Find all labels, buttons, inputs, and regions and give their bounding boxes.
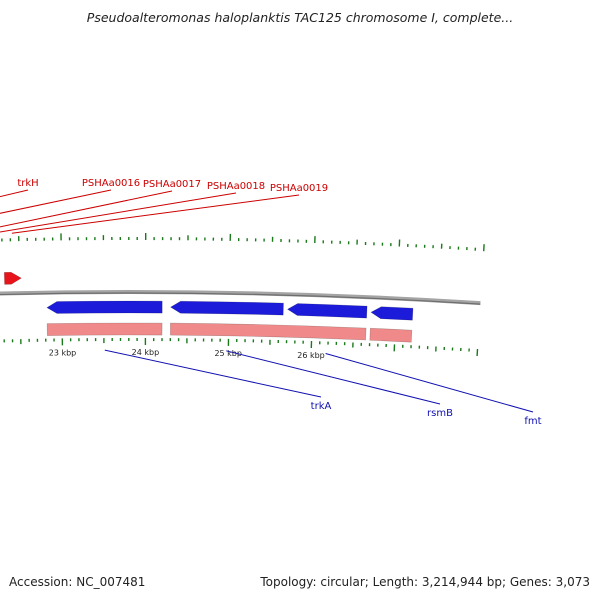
backbone-ring	[0, 290, 481, 306]
ticks-group	[1, 233, 485, 357]
feature-10-cds-shape[interactable]	[46, 322, 163, 336]
gene-label-pshaa0018[interactable]: PSHAa0018	[207, 181, 265, 192]
label-leader-line	[0, 190, 173, 228]
rsmb-gene-shape[interactable]	[170, 300, 284, 316]
feature-12-cds-shape[interactable]	[369, 327, 413, 343]
gene-label-rsmb[interactable]: rsmB	[427, 408, 453, 419]
features-group[interactable]	[0, 256, 414, 343]
gene-label-fmt[interactable]: fmt	[524, 416, 541, 427]
map-title: Pseudoalteromonas haloplanktis TAC125 ch…	[86, 10, 514, 25]
gene-label-trkh[interactable]: trkH	[17, 178, 38, 189]
feature-11-cds-shape[interactable]	[170, 322, 367, 341]
label-leader-line	[11, 194, 300, 234]
gene-label-pshaa0016[interactable]: PSHAa0016	[82, 178, 140, 189]
backbone-edge	[0, 292, 481, 305]
label-leader-line	[0, 192, 237, 233]
label-leader-line	[325, 353, 534, 413]
accession-text: Accession: NC_007481	[9, 575, 146, 589]
gene-label-pshaa0019[interactable]: PSHAa0019	[270, 183, 328, 194]
feature-9-gene-shape[interactable]	[370, 306, 414, 321]
labels-group: trkH PSHAa0016 PSHAa0017 PSHAa0018 PSHAa0019…	[0, 178, 542, 427]
pshaa0019-gene-shape[interactable]	[3, 271, 22, 285]
gene-label-trka[interactable]: trkA	[311, 401, 332, 412]
scale-label: 24 kbp	[132, 348, 160, 357]
scale-label: 25 kbp	[214, 349, 242, 358]
trka-gene-shape[interactable]	[46, 300, 163, 314]
label-leader-line	[104, 349, 322, 398]
scale-label: 26 kbp	[297, 351, 325, 360]
label-leader-line	[0, 189, 112, 214]
fmt-gene-shape[interactable]	[286, 303, 368, 319]
gene-label-pshaa0017[interactable]: PSHAa0017	[143, 179, 201, 190]
topology-text: Topology: circular; Length: 3,214,944 bp…	[260, 575, 590, 589]
label-leader-line	[226, 350, 441, 405]
scale-label: 23 kbp	[49, 348, 77, 357]
backbone-group	[0, 290, 481, 306]
